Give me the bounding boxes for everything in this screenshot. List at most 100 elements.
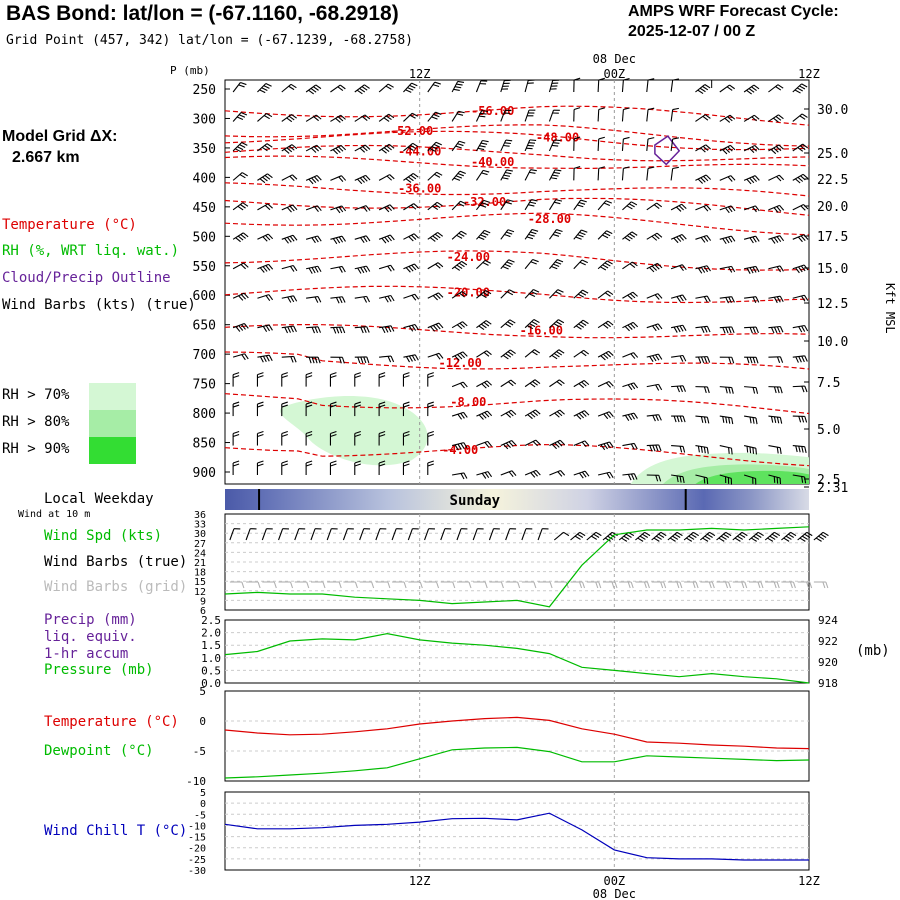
barb-feather bbox=[311, 177, 317, 183]
barb-feather bbox=[722, 238, 727, 245]
barb-feather bbox=[438, 352, 444, 359]
barb-feather bbox=[633, 352, 639, 358]
barb-feather bbox=[478, 325, 485, 331]
label-precip-line2: liq. equiv. bbox=[44, 629, 137, 645]
barb-feather bbox=[630, 353, 636, 359]
surface-wind-barb-grid bbox=[586, 581, 602, 589]
legend-rh90-swatch bbox=[89, 437, 136, 464]
cross-section-wind-barb bbox=[330, 84, 346, 93]
barb-feather bbox=[436, 201, 443, 207]
barb-feather bbox=[293, 356, 297, 363]
barb-feather bbox=[656, 202, 663, 208]
barb-feather bbox=[724, 207, 730, 214]
barb-staff bbox=[570, 531, 581, 541]
barb-staff bbox=[354, 84, 365, 93]
barb-feather bbox=[697, 267, 703, 274]
barb-feather bbox=[753, 535, 760, 540]
surface-wind-barb-grid bbox=[456, 581, 472, 589]
barb-feather bbox=[554, 442, 560, 448]
cross-section-wind-barb bbox=[621, 166, 630, 181]
barb-feather bbox=[268, 324, 273, 331]
barb-feather bbox=[604, 292, 611, 297]
cross-section-wind-barb bbox=[500, 109, 512, 122]
surface-wind-barb-true bbox=[716, 531, 732, 542]
barb-staff bbox=[549, 379, 560, 388]
barb-feather bbox=[487, 441, 493, 447]
cross-section-wind-barb bbox=[378, 174, 395, 181]
legend-rh80-swatch bbox=[89, 410, 136, 437]
cross-section-wind-barb bbox=[524, 228, 539, 240]
barb-feather bbox=[232, 431, 240, 435]
cross-section-wind-barb bbox=[549, 289, 564, 299]
barb-feather bbox=[419, 581, 423, 589]
surface-wind-barb-true bbox=[667, 531, 683, 542]
cross-section-wind-barb bbox=[475, 169, 490, 181]
barb-feather bbox=[505, 412, 512, 418]
barb-feather bbox=[801, 416, 805, 423]
barb-feather bbox=[460, 443, 465, 449]
barb-feather bbox=[403, 375, 410, 379]
wind-speed-tick-label: 6 bbox=[200, 606, 206, 617]
barb-feather bbox=[503, 82, 510, 84]
barb-feather bbox=[749, 147, 755, 153]
barb-feather bbox=[678, 205, 685, 211]
barb-staff bbox=[671, 354, 684, 358]
cross-section-wind-barb bbox=[744, 326, 759, 334]
cross-section-wind-barb bbox=[695, 174, 712, 184]
barb-feather bbox=[460, 230, 467, 235]
barb-staff bbox=[622, 473, 635, 476]
barb-feather bbox=[682, 385, 686, 392]
barb-feather bbox=[801, 535, 808, 540]
barb-feather bbox=[506, 261, 513, 265]
barb-feather bbox=[704, 114, 711, 119]
barb-feather bbox=[261, 87, 268, 92]
barb-feather bbox=[678, 235, 685, 241]
barb-staff bbox=[342, 528, 349, 541]
barb-feather bbox=[265, 295, 271, 301]
cross-section-wind-barb bbox=[695, 144, 711, 153]
barb-feather bbox=[262, 176, 268, 182]
barb-staff bbox=[549, 439, 561, 447]
barb-feather bbox=[672, 78, 679, 81]
cross-section-wind-barb bbox=[330, 326, 346, 334]
temperature-contour-label: -12.00 bbox=[439, 356, 482, 370]
barb-feather bbox=[553, 171, 560, 174]
barb-staff bbox=[476, 440, 488, 447]
barb-feather bbox=[511, 440, 517, 446]
barb-feather bbox=[354, 463, 361, 467]
barb-feather bbox=[338, 146, 344, 152]
barb-feather bbox=[623, 77, 630, 81]
cross-section-wind-barb bbox=[305, 84, 322, 95]
barb-feather bbox=[773, 476, 776, 483]
cross-section-wind-barb bbox=[646, 353, 663, 362]
cross-section-wind-barb bbox=[743, 445, 757, 455]
barb-feather bbox=[555, 291, 562, 295]
cross-section-wind-barb bbox=[451, 321, 468, 330]
bottom-time-tick-label: 12Z bbox=[798, 874, 820, 888]
temperature-contour-label: -4.00 bbox=[442, 443, 478, 457]
barb-staff bbox=[597, 168, 600, 181]
barb-feather bbox=[292, 174, 298, 180]
barb-feather bbox=[459, 322, 466, 328]
barb-feather bbox=[752, 296, 757, 304]
barb-feather bbox=[316, 205, 322, 212]
barb-feather bbox=[405, 356, 411, 363]
barb-feather bbox=[654, 234, 660, 240]
cross-section-wind-barb bbox=[232, 372, 240, 387]
barb-feather bbox=[409, 84, 416, 89]
barb-staff bbox=[743, 235, 756, 240]
barb-feather bbox=[702, 145, 709, 151]
barb-feather bbox=[232, 404, 240, 408]
barb-staff bbox=[281, 325, 294, 329]
cross-section-wind-barb bbox=[281, 325, 297, 334]
surface-wind-barb-grid bbox=[392, 581, 407, 589]
barb-feather bbox=[818, 535, 825, 540]
barb-staff bbox=[500, 80, 505, 93]
barb-feather bbox=[559, 439, 566, 446]
label-temperature: Temperature (°C) bbox=[44, 714, 179, 730]
barb-feather bbox=[746, 178, 752, 185]
barb-feather bbox=[289, 205, 295, 212]
barb-feather bbox=[609, 441, 614, 448]
barb-feather bbox=[281, 404, 288, 408]
barb-feather bbox=[706, 295, 711, 302]
